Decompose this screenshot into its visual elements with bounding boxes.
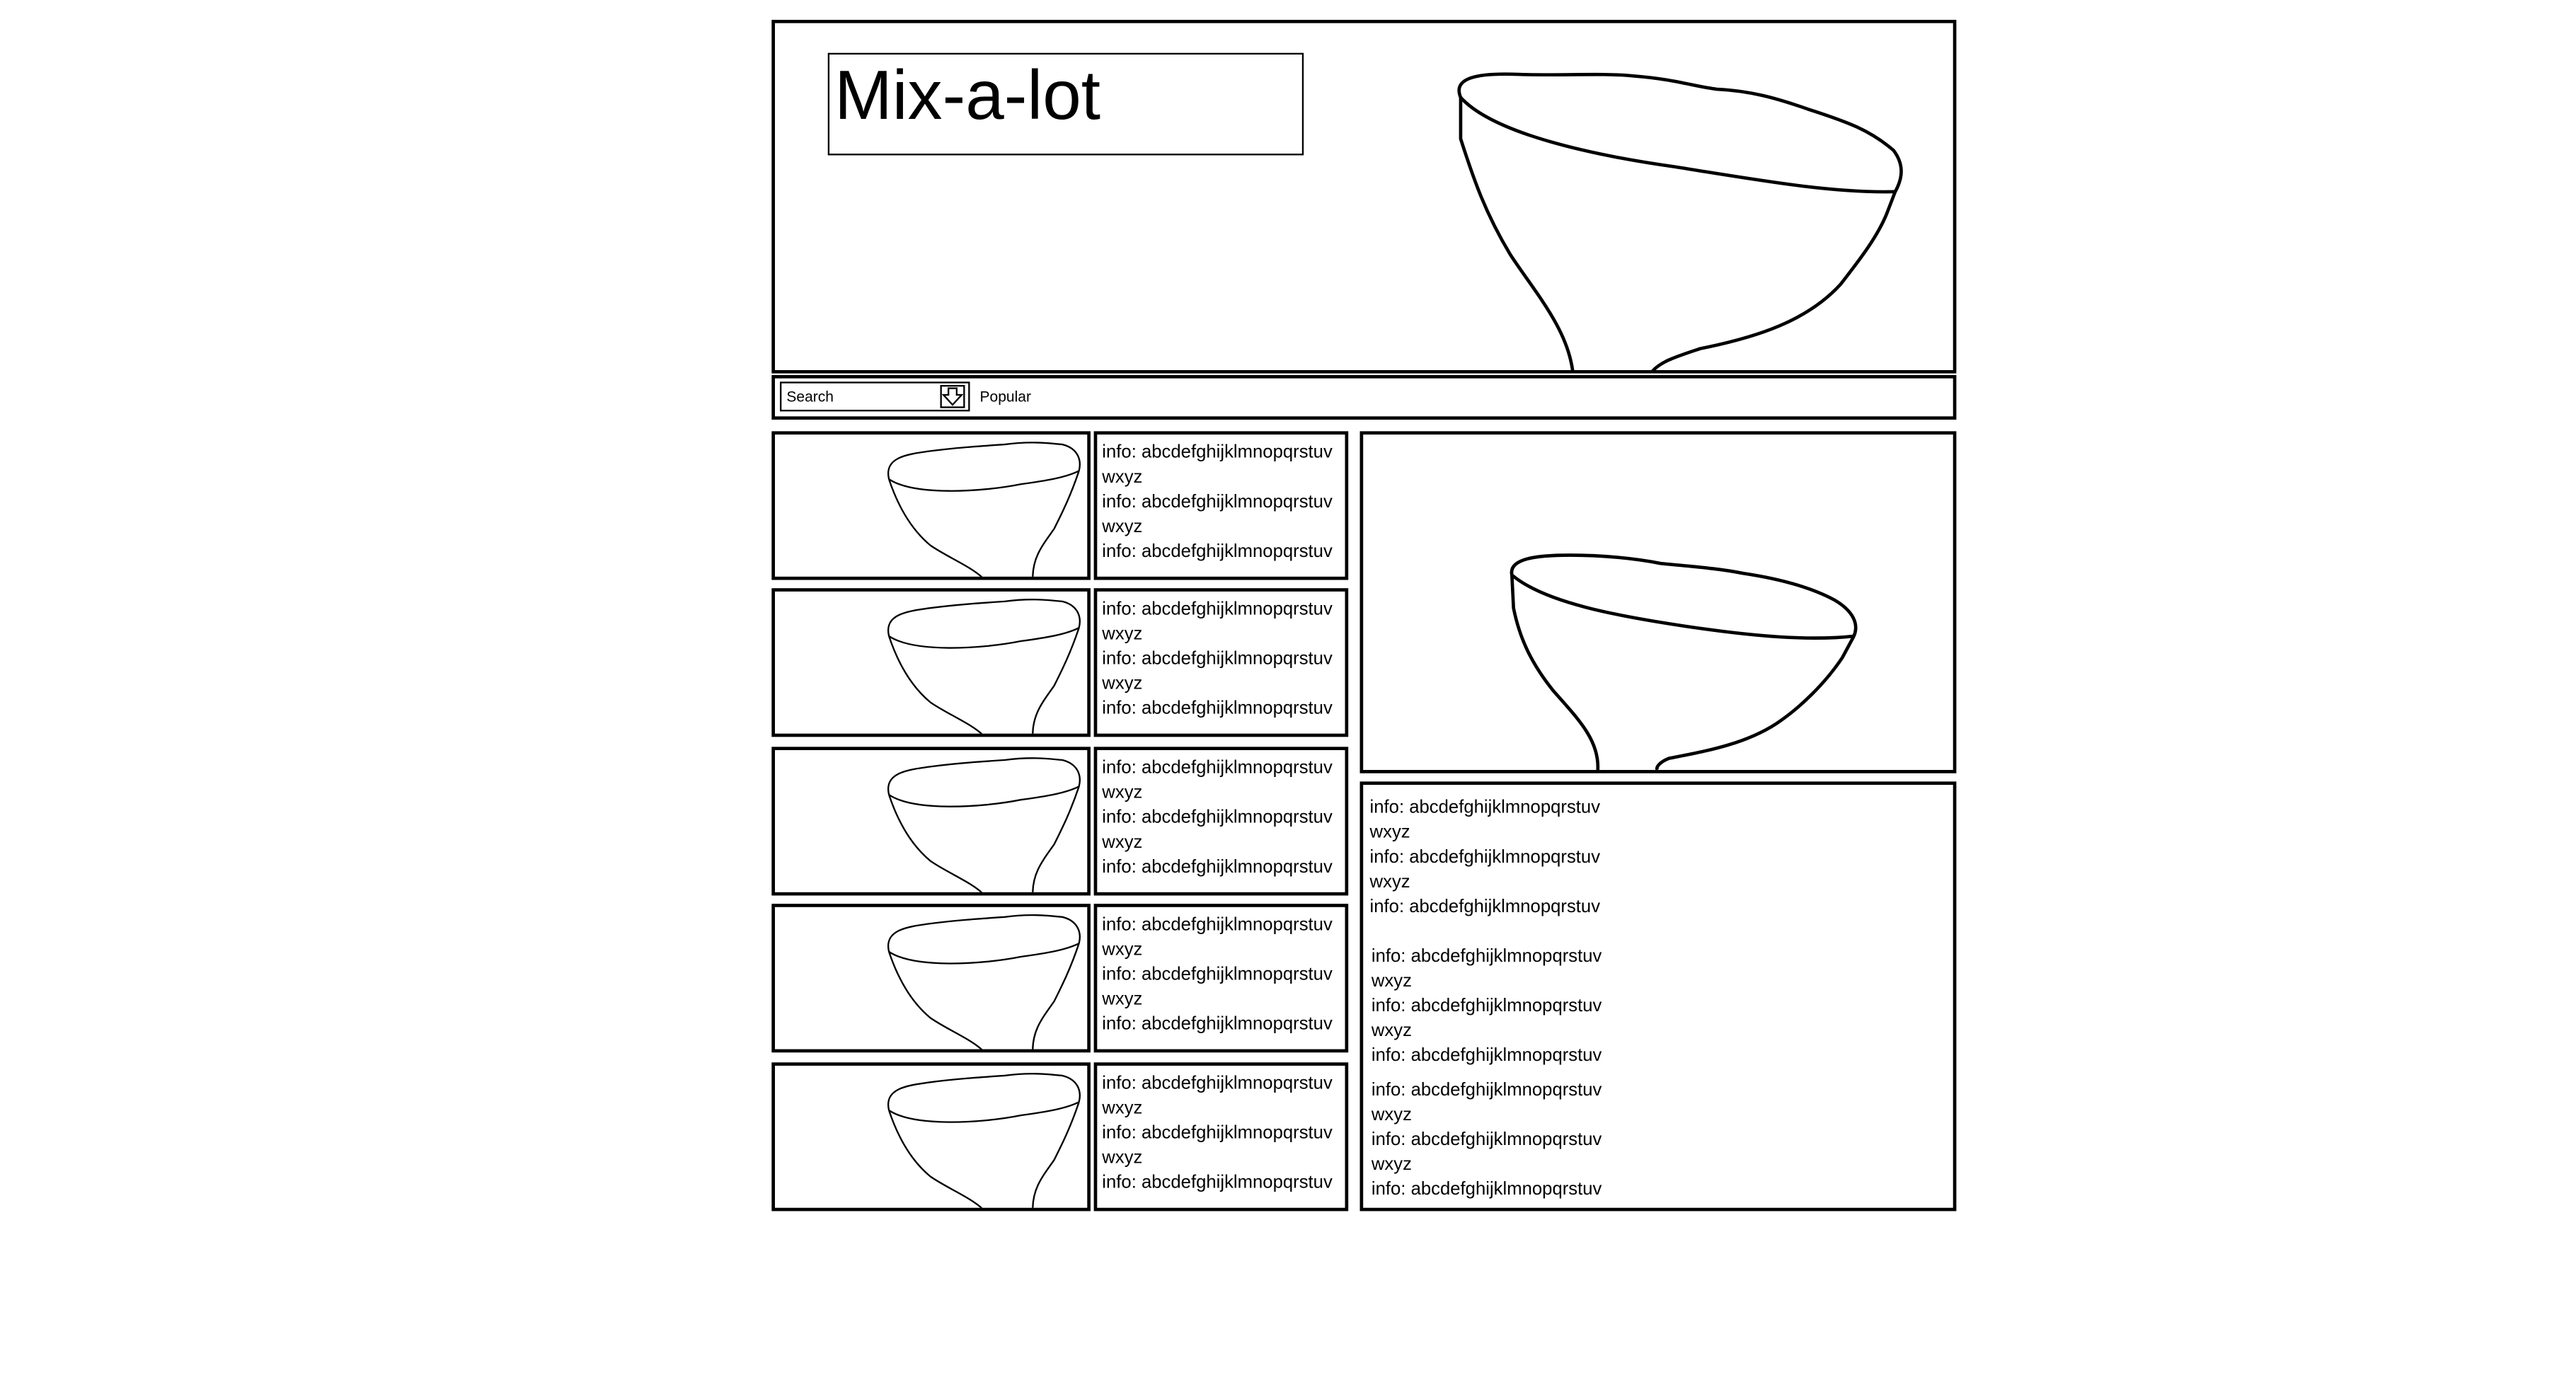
funnel-icon xyxy=(1457,72,1903,370)
funnel-icon xyxy=(887,442,1081,577)
funnel-icon xyxy=(887,599,1081,734)
download-arrow-icon xyxy=(941,387,964,406)
funnel-icon xyxy=(887,914,1081,1049)
detail-info-block: info: abcdefghijklmnopqrstuv wxyz info: … xyxy=(1371,1080,1602,1200)
list-item-info[interactable]: info: abcdefghijklmnopqrstuv wxyz info: … xyxy=(1093,588,1349,737)
list-item-info-text: info: abcdefghijklmnopqrstuv wxyz info: … xyxy=(1102,599,1333,719)
detail-info-panel: info: abcdefghijklmnopqrstuv wxyz info: … xyxy=(1359,781,1957,1212)
detail-info-block: info: abcdefghijklmnopqrstuv wxyz info: … xyxy=(1371,946,1602,1066)
detail-info-block: info: abcdefghijklmnopqrstuv wxyz info: … xyxy=(1369,798,1601,917)
funnel-icon xyxy=(1510,553,1858,771)
list-item-thumbnail[interactable] xyxy=(771,588,1091,737)
list-item-info[interactable]: info: abcdefghijklmnopqrstuv wxyz info: … xyxy=(1093,1062,1349,1212)
list-item-info[interactable]: info: abcdefghijklmnopqrstuv wxyz info: … xyxy=(1093,431,1349,580)
list-item-info-text: info: abcdefghijklmnopqrstuv wxyz info: … xyxy=(1102,758,1333,878)
funnel-icon xyxy=(887,757,1081,892)
list-item-info[interactable]: info: abcdefghijklmnopqrstuv wxyz info: … xyxy=(1093,904,1349,1053)
list-item-thumbnail[interactable] xyxy=(771,904,1091,1053)
list-item-info[interactable]: info: abcdefghijklmnopqrstuv wxyz info: … xyxy=(1093,747,1349,896)
list-item-thumbnail[interactable] xyxy=(771,431,1091,580)
list-item-info-text: info: abcdefghijklmnopqrstuv wxyz info: … xyxy=(1102,1074,1333,1193)
page-title: Mix-a-lot xyxy=(827,52,1304,156)
list-item-thumbnail[interactable] xyxy=(771,1062,1091,1212)
list-item-info-text: info: abcdefghijklmnopqrstuv wxyz info: … xyxy=(1102,442,1333,562)
list-item-thumbnail[interactable] xyxy=(771,747,1091,896)
header-banner: Mix-a-lot xyxy=(771,20,1957,374)
search-label: Search xyxy=(786,388,834,405)
search-button[interactable] xyxy=(940,385,965,408)
search-input[interactable]: Search xyxy=(780,381,970,412)
list-item-info-text: info: abcdefghijklmnopqrstuv wxyz info: … xyxy=(1102,915,1333,1035)
detail-image-panel xyxy=(1359,431,1957,773)
popular-link[interactable]: Popular xyxy=(979,388,1031,405)
funnel-icon xyxy=(887,1073,1081,1208)
nav-bar: Search Popular xyxy=(771,374,1957,420)
